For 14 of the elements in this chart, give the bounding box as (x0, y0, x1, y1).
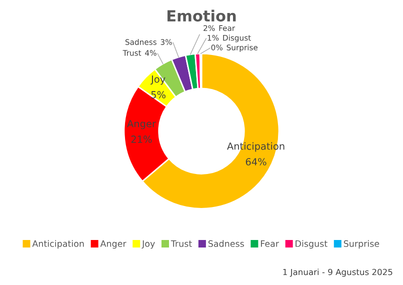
legend-label: Fear (260, 240, 280, 247)
chart-title: Emotion (168, 10, 236, 22)
legend-label: Joy (142, 240, 155, 249)
legend-label: Surprise (344, 240, 380, 249)
legend-label: Anticipation (32, 240, 84, 249)
legend-label: Trust (170, 240, 192, 247)
data-label: 21% (131, 136, 152, 143)
legend-label: Disgust (296, 240, 328, 249)
legend-label: Anger (100, 240, 126, 249)
legend-label: Sadness (208, 240, 244, 247)
data-label: 64% (246, 158, 266, 166)
data-label: 5% (151, 91, 166, 98)
text: 1 Januari - 9 Agustus 2025 (283, 268, 392, 277)
slice-label: Anger (127, 120, 156, 130)
